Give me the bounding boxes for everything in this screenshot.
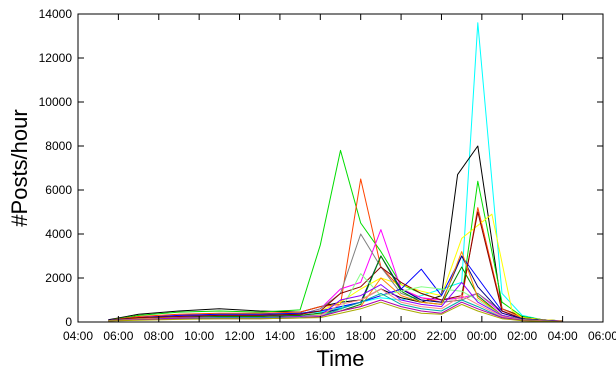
series-line-4 [108, 179, 562, 321]
y-tick-label: 14000 [39, 7, 73, 21]
x-tick-label: 22:00 [426, 329, 456, 343]
y-tick-label: 12000 [39, 51, 73, 65]
series-layer [108, 23, 562, 322]
x-tick-label: 00:00 [467, 329, 497, 343]
x-tick-label: 02:00 [507, 329, 537, 343]
x-tick-label: 12:00 [225, 329, 255, 343]
x-tick-label: 18:00 [346, 329, 376, 343]
series-line-3 [108, 150, 562, 321]
y-tick-label: 10000 [39, 95, 73, 109]
x-tick-label: 16:00 [305, 329, 335, 343]
x-tick-label: 08:00 [144, 329, 174, 343]
x-axis-title: Time [316, 346, 364, 371]
y-tick-label: 8000 [45, 139, 72, 153]
y-tick-label: 4000 [45, 227, 72, 241]
x-tick-label: 20:00 [386, 329, 416, 343]
x-tick-label: 06:00 [103, 329, 133, 343]
x-tick-label: 04:00 [63, 329, 93, 343]
y-tick-label: 0 [65, 315, 72, 329]
y-axis: 0 2000 4000 6000 8000 10000 12000 14000 [39, 7, 603, 329]
x-tick-label: 06:00 [588, 329, 616, 343]
x-tick-label: 10:00 [184, 329, 214, 343]
y-tick-label: 2000 [45, 271, 72, 285]
plot-frame [78, 14, 603, 322]
y-axis-title: #Posts/hour [7, 109, 32, 226]
x-tick-label: 14:00 [265, 329, 295, 343]
y-tick-label: 6000 [45, 183, 72, 197]
x-tick-label: 04:00 [548, 329, 578, 343]
